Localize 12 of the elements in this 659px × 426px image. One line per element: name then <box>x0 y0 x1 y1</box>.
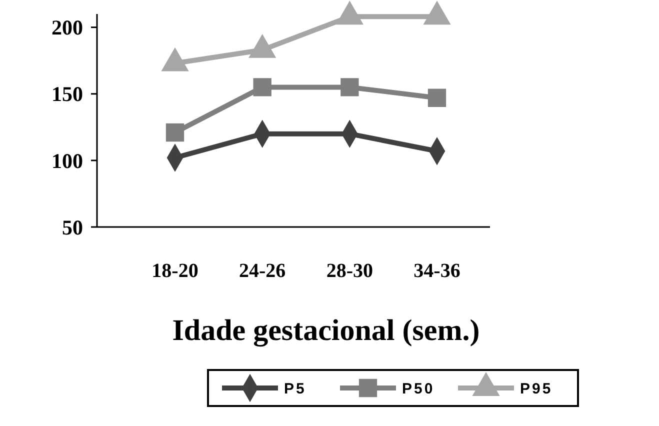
y-tick-label: 50 <box>62 215 83 240</box>
y-tick-label: 200 <box>52 16 83 40</box>
x-tick-label: 24-26 <box>238 260 286 282</box>
legend-label: P5 <box>284 380 306 398</box>
x-tick-label: 34-36 <box>414 260 460 282</box>
x-tick-label: 18-20 <box>152 260 198 282</box>
x-axis-title: Idade gestacional (sem.) <box>172 314 480 347</box>
y-tick-label: 150 <box>52 82 83 106</box>
y-tick-label: 100 <box>52 148 83 173</box>
x-tick-label: 28-30 <box>326 260 374 282</box>
legend-label: P50 <box>402 380 435 398</box>
legend-label: P95 <box>520 380 553 398</box>
